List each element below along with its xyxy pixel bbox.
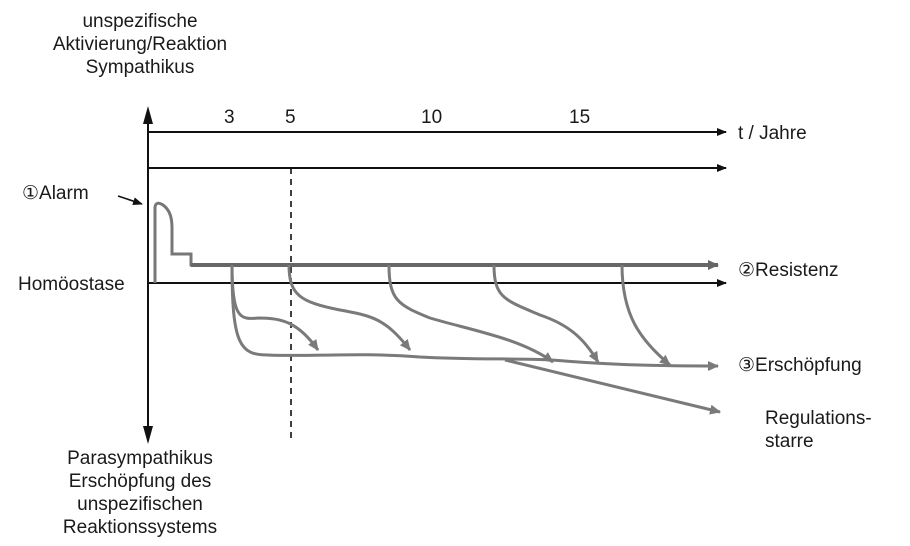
tick-label-15: 15 bbox=[569, 107, 591, 128]
top-axis-label: unspezifische Aktivierung/Reaktion Sympa… bbox=[10, 10, 270, 79]
alarm-pointer-arrow bbox=[117, 195, 143, 205]
time-axis-unit-label: t / Jahre bbox=[738, 123, 807, 144]
bottom-label-line-2: Erschöpfung des bbox=[68, 471, 212, 492]
vertical-axis-arrow-up bbox=[143, 106, 153, 124]
exhaustion-curve-5 bbox=[620, 264, 671, 367]
resistenz-label: ②Resistenz bbox=[738, 260, 839, 281]
exhaustion-curve-3 bbox=[387, 264, 554, 364]
erschoepfung-label: ③Erschöpfung bbox=[738, 355, 862, 376]
regulationsstarre-line-1: Regulations- bbox=[765, 408, 872, 429]
tick-label-10: 10 bbox=[421, 107, 443, 128]
regulationsstarre-line bbox=[504, 358, 721, 415]
alarm-label: ①Alarm bbox=[22, 183, 89, 204]
vertical-axis-arrow-down bbox=[143, 426, 153, 444]
exhaustion-curve-4 bbox=[492, 264, 600, 363]
top-label-line-1: unspezifische bbox=[82, 11, 198, 32]
bottom-label-line-4: Reaktionssystems bbox=[62, 517, 218, 538]
top-label-line-2: Aktivierung/Reaktion bbox=[52, 34, 228, 55]
bottom-label-line-3: unspezifischen bbox=[77, 494, 203, 515]
homeostasis-label: Homöostase bbox=[18, 274, 125, 295]
exhaustion-curve-1b bbox=[230, 264, 553, 362]
exhaustion-curve-1a bbox=[230, 264, 320, 351]
exhaustion-curve-2 bbox=[287, 264, 412, 351]
alarm-reaction-curve bbox=[153, 201, 230, 283]
regulationsstarre-label: Regulations- starre bbox=[765, 407, 872, 453]
top-label-line-3: Sympathikus bbox=[85, 57, 195, 78]
bottom-axis-label: Parasympathikus Erschöpfung des unspezif… bbox=[10, 447, 270, 539]
tick-label-5: 5 bbox=[285, 107, 296, 128]
tick-label-3: 3 bbox=[224, 107, 235, 128]
exhaustion-main-line bbox=[551, 358, 719, 371]
regulationsstarre-line-2: starre bbox=[765, 431, 814, 452]
bottom-label-line-1: Parasympathikus bbox=[67, 448, 213, 469]
